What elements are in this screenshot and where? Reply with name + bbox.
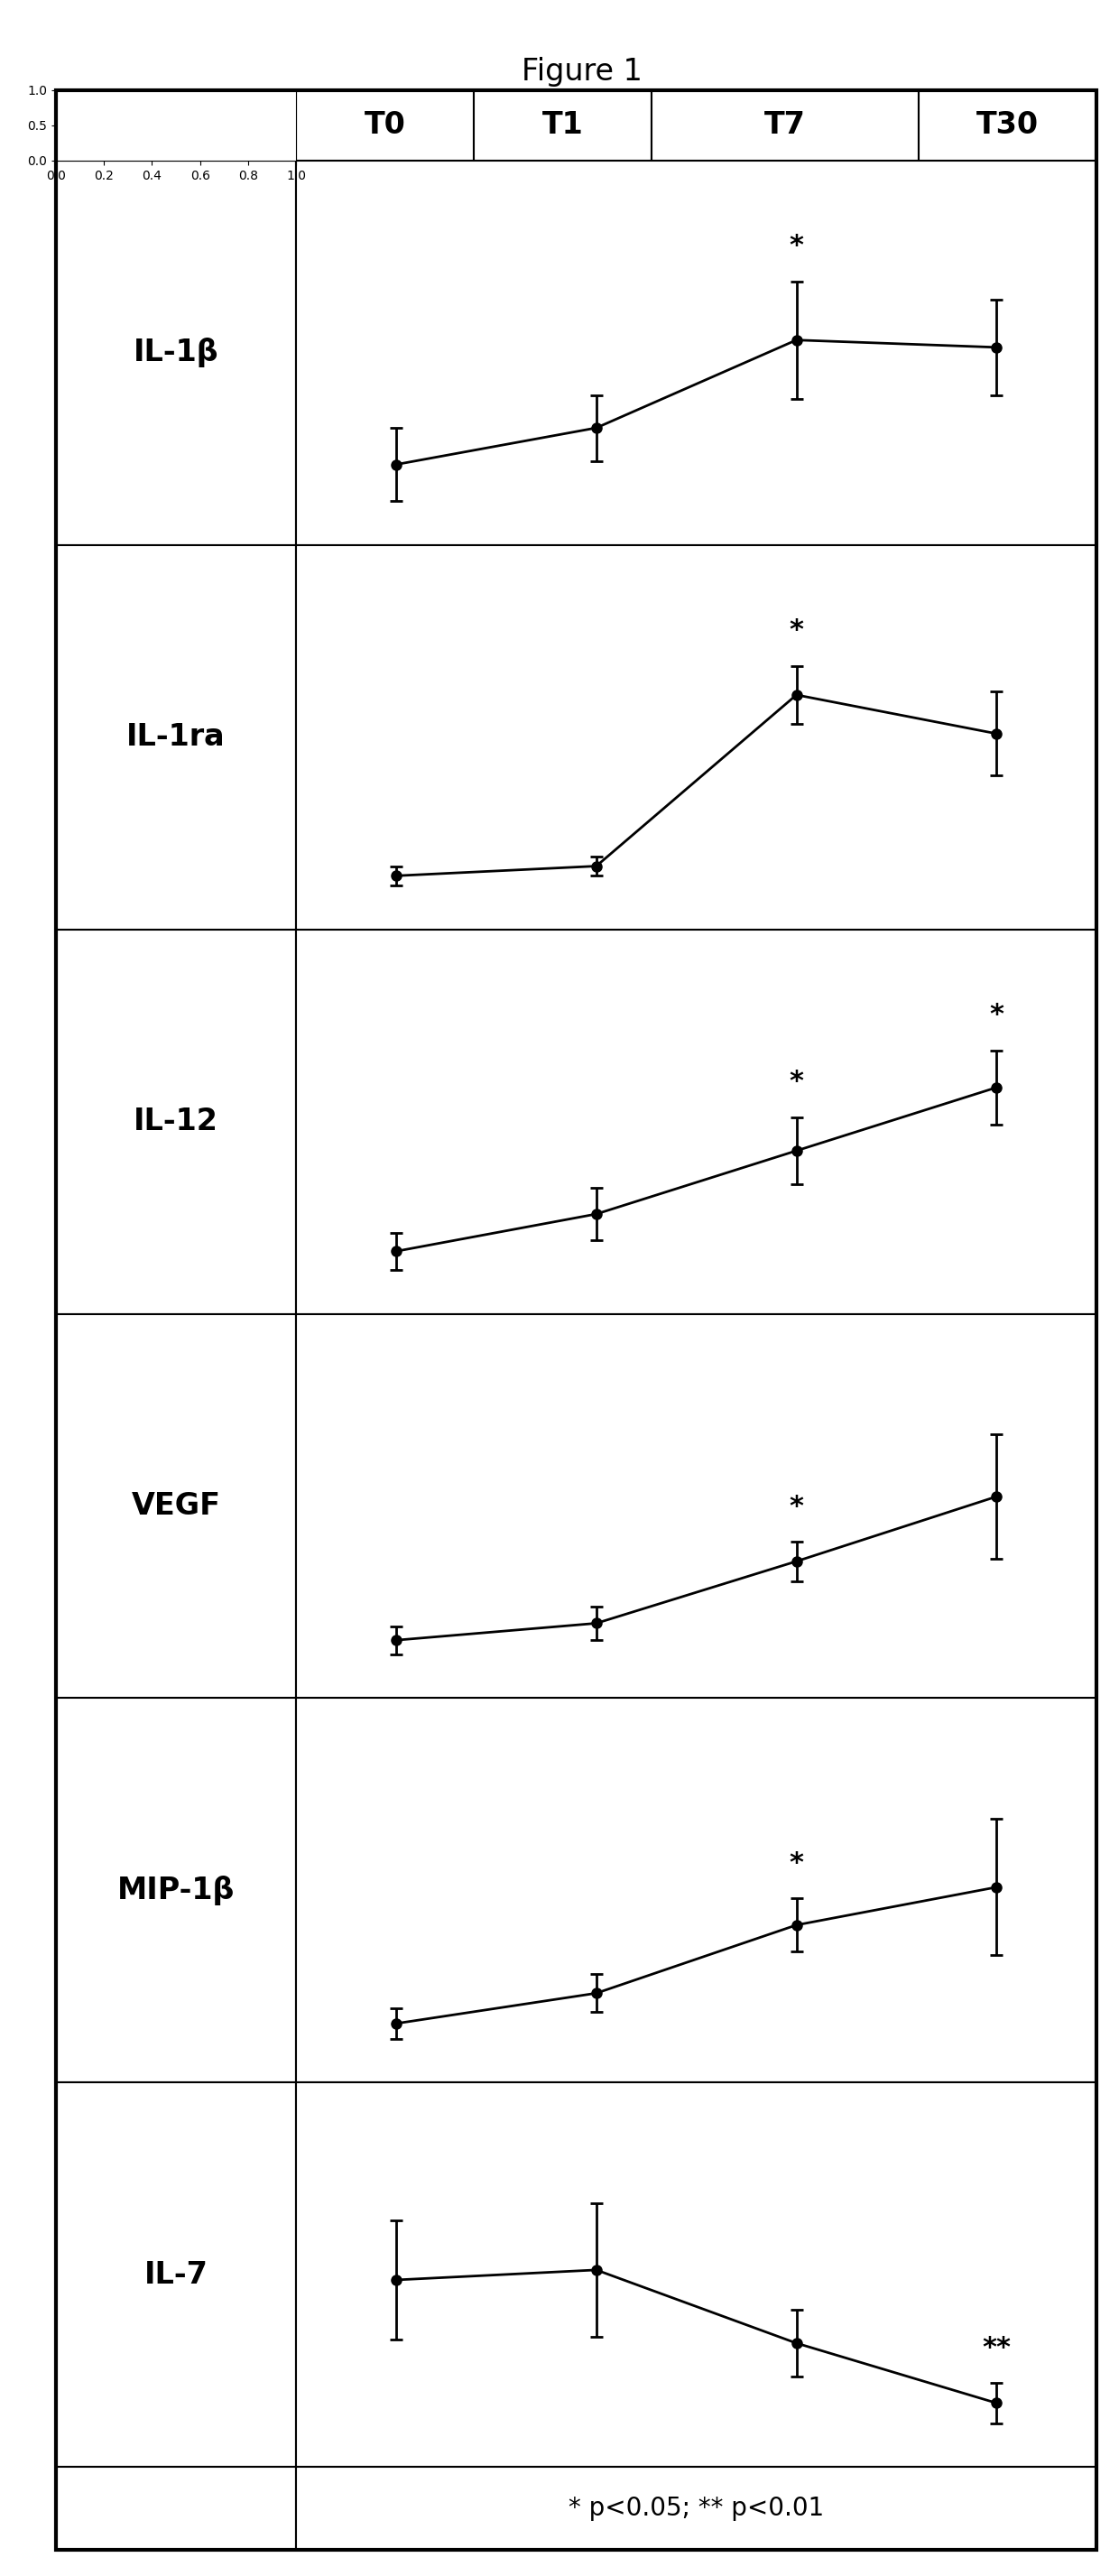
Text: *: *	[789, 234, 803, 260]
Text: VEGF: VEGF	[131, 1492, 220, 1520]
Text: MIP-1β: MIP-1β	[117, 1875, 235, 1906]
Text: T0: T0	[365, 111, 406, 139]
Text: IL-1ra: IL-1ra	[126, 721, 226, 752]
Text: *: *	[789, 618, 803, 644]
Text: *: *	[789, 1494, 803, 1520]
Text: IL-1β: IL-1β	[133, 337, 218, 368]
Text: *: *	[789, 1850, 803, 1875]
Text: IL-12: IL-12	[133, 1108, 218, 1136]
Text: IL-7: IL-7	[144, 2259, 208, 2290]
Text: *: *	[989, 1002, 1004, 1028]
Text: T30: T30	[977, 111, 1038, 139]
Text: T7: T7	[764, 111, 806, 139]
Text: * p<0.05; ** p<0.01: * p<0.05; ** p<0.01	[568, 2496, 825, 2522]
Text: **: **	[982, 2334, 1010, 2362]
Text: T1: T1	[543, 111, 584, 139]
Text: Figure 1: Figure 1	[521, 57, 642, 88]
Text: *: *	[789, 1069, 803, 1095]
